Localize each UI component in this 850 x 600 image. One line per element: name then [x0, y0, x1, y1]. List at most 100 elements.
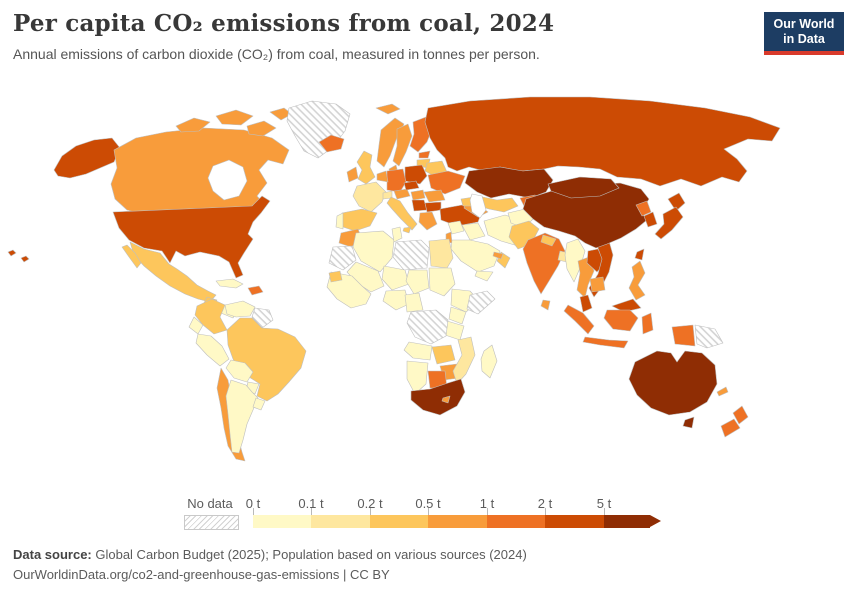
country-yemen[interactable]	[474, 270, 494, 282]
country-iraq[interactable]	[461, 222, 486, 241]
country-western-sahara[interactable]	[328, 245, 357, 271]
country-spain[interactable]	[341, 208, 378, 232]
country-argentina[interactable]	[225, 379, 259, 454]
country-iceland[interactable]	[318, 134, 345, 153]
country-mexico-baja[interactable]	[121, 244, 142, 269]
country-alaska[interactable]	[53, 137, 121, 179]
country-sudan[interactable]	[428, 267, 456, 297]
country-philippines[interactable]	[628, 260, 646, 301]
legend-color-bin-2[interactable]	[370, 515, 428, 528]
country-usa-hawaii-1[interactable]	[7, 249, 17, 257]
country-mozambique[interactable]	[452, 336, 476, 385]
country-north-korea[interactable]	[635, 200, 652, 217]
country-niger[interactable]	[381, 265, 410, 291]
country-peru[interactable]	[195, 333, 230, 367]
country-saudi-arabia[interactable]	[450, 239, 501, 273]
country-indonesia-sulawesi[interactable]	[641, 312, 654, 335]
country-new-caledonia[interactable]	[716, 386, 729, 397]
country-germany[interactable]	[386, 168, 407, 193]
country-senegal[interactable]	[328, 270, 343, 283]
country-canada-arctic-1[interactable]	[175, 117, 211, 133]
country-czechia[interactable]	[403, 180, 420, 191]
country-dominican-republic[interactable]	[247, 285, 264, 296]
country-france[interactable]	[352, 181, 387, 213]
country-guianas[interactable]	[251, 307, 274, 329]
country-greece[interactable]	[418, 211, 438, 231]
country-bulgaria[interactable]	[424, 201, 442, 213]
country-nigeria[interactable]	[382, 289, 410, 311]
legend-color-bin-4[interactable]	[487, 515, 545, 528]
country-austria[interactable]	[393, 188, 411, 200]
country-libya[interactable]	[392, 239, 430, 271]
country-ireland[interactable]	[346, 166, 359, 183]
country-taiwan[interactable]	[634, 248, 645, 261]
country-romania[interactable]	[423, 189, 446, 203]
owid-logo[interactable]: Our World in Data	[764, 12, 844, 55]
country-japan-hokkaido[interactable]	[667, 192, 686, 212]
legend-color-bin-5[interactable]	[545, 515, 604, 528]
country-mali[interactable]	[346, 261, 385, 293]
country-portugal[interactable]	[335, 212, 344, 230]
country-usa[interactable]	[112, 195, 271, 279]
country-china[interactable]	[522, 182, 650, 249]
country-japan-honshu[interactable]	[654, 206, 684, 240]
country-estonia[interactable]	[418, 150, 431, 159]
country-levant[interactable]	[447, 220, 465, 235]
country-indonesia-sumatra[interactable]	[563, 304, 595, 335]
legend-color-bin-3[interactable]	[428, 515, 487, 528]
country-central-africa[interactable]	[404, 292, 424, 313]
country-drc[interactable]	[406, 309, 449, 345]
country-svalbard[interactable]	[375, 103, 401, 115]
country-italy[interactable]	[386, 196, 418, 231]
country-new-zealand-north[interactable]	[732, 405, 749, 425]
country-sri-lanka[interactable]	[540, 299, 551, 311]
country-algeria[interactable]	[352, 230, 395, 273]
footer-url-link[interactable]: OurWorldinData.org/co2-and-greenhouse-ga…	[13, 567, 340, 582]
country-uae[interactable]	[492, 251, 504, 260]
country-kazakhstan[interactable]	[464, 166, 554, 199]
country-madagascar[interactable]	[480, 344, 498, 379]
country-italy-sicily[interactable]	[402, 226, 412, 234]
country-uruguay[interactable]	[252, 397, 266, 411]
country-angola[interactable]	[403, 341, 433, 361]
country-south-korea[interactable]	[643, 211, 658, 228]
legend-color-bin-1[interactable]	[311, 515, 370, 528]
country-australia-tasmania[interactable]	[682, 416, 695, 429]
country-new-zealand-south[interactable]	[720, 418, 741, 438]
country-indonesia-kalimantan[interactable]	[603, 309, 639, 332]
legend-arrow-cap[interactable]	[650, 515, 661, 527]
country-uk[interactable]	[356, 150, 376, 185]
legend-no-data-swatch[interactable]	[184, 515, 239, 530]
country-indonesia-java[interactable]	[582, 336, 629, 349]
country-papua-new-guinea[interactable]	[694, 324, 724, 349]
legend-color-bin-0[interactable]	[253, 515, 311, 528]
country-greenland[interactable]	[286, 100, 351, 159]
country-bolivia[interactable]	[225, 359, 254, 383]
country-ukraine[interactable]	[427, 170, 466, 195]
country-kenya[interactable]	[448, 306, 467, 325]
country-mongolia[interactable]	[547, 176, 620, 199]
country-namibia[interactable]	[406, 360, 429, 395]
country-indonesia-papua[interactable]	[671, 324, 696, 347]
country-south-africa[interactable]	[410, 378, 466, 416]
country-cambodia[interactable]	[589, 276, 606, 293]
country-benelux[interactable]	[376, 170, 389, 183]
country-serbia[interactable]	[411, 199, 428, 212]
country-australia[interactable]	[628, 350, 718, 416]
country-russia[interactable]	[424, 96, 781, 187]
country-nepal[interactable]	[540, 234, 557, 247]
country-myanmar[interactable]	[564, 238, 586, 283]
country-india[interactable]	[522, 232, 566, 295]
country-canada-arctic-2[interactable]	[215, 109, 254, 126]
country-mexico[interactable]	[129, 241, 217, 303]
footer-license-link[interactable]: CC BY	[349, 567, 390, 582]
country-zambia[interactable]	[431, 344, 456, 365]
legend-color-bin-6[interactable]	[604, 515, 650, 528]
country-cuba[interactable]	[215, 278, 244, 289]
country-chad[interactable]	[405, 269, 430, 295]
country-sweden[interactable]	[392, 123, 413, 167]
country-malaysia-peninsula[interactable]	[579, 294, 593, 313]
country-hungary[interactable]	[410, 189, 426, 201]
country-tunisia[interactable]	[391, 226, 403, 243]
country-canada-arctic-3[interactable]	[246, 120, 277, 137]
